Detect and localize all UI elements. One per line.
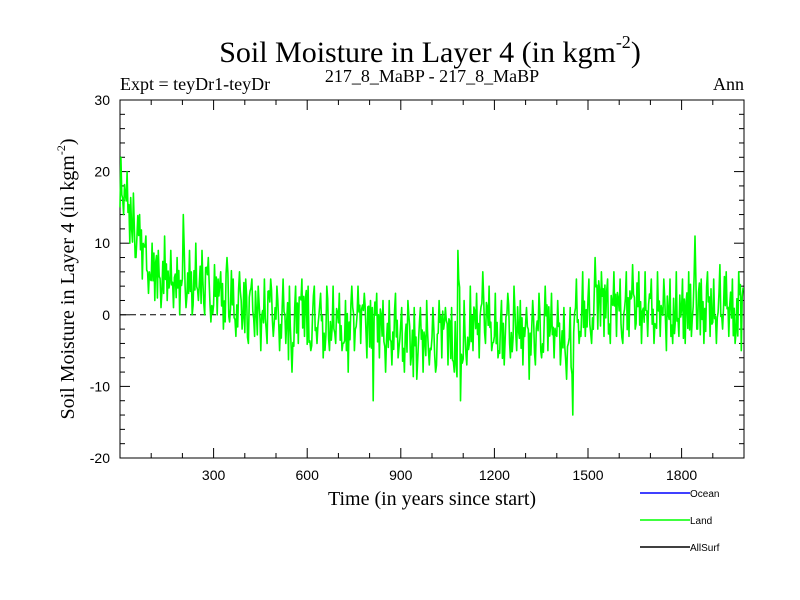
series-land xyxy=(119,156,744,416)
subtitle-right: Ann xyxy=(713,74,744,94)
x-tick-label: 1500 xyxy=(572,467,603,483)
subtitle-left: Expt = teyDr1-teyDr xyxy=(120,74,270,94)
y-tick-label: -20 xyxy=(90,450,110,466)
x-axis-ticks xyxy=(150,100,714,458)
x-tick-label: 1200 xyxy=(479,467,510,483)
x-tick-label: 900 xyxy=(389,467,413,483)
legend: Ocean Land AllSurf xyxy=(640,489,720,554)
x-tick-label: 600 xyxy=(296,467,320,483)
y-tick-label: 30 xyxy=(94,92,110,108)
x-tick-label: 1800 xyxy=(666,467,697,483)
legend-label-allsurf: AllSurf xyxy=(690,543,720,554)
y-tick-label: -10 xyxy=(90,378,110,394)
legend-label-land: Land xyxy=(690,516,712,527)
y-axis-ticks xyxy=(120,99,744,459)
x-tick-label: 300 xyxy=(202,467,226,483)
x-axis-label: Time (in years since start) xyxy=(328,488,536,510)
subtitle-center: 217_8_MaBP - 217_8_MaBP xyxy=(325,66,539,86)
legend-label-ocean: Ocean xyxy=(690,489,719,500)
y-tick-label: 10 xyxy=(94,235,110,251)
y-tick-label: 0 xyxy=(102,307,110,323)
y-axis-label: Soil Moisture in Layer 4 (in kgm-2) xyxy=(54,138,79,419)
y-axis-tick-labels: -20 -10 0 10 20 30 xyxy=(90,92,110,466)
land-series-line xyxy=(119,156,744,416)
x-axis-tick-labels: 300 600 900 1200 1500 1800 xyxy=(202,467,697,483)
y-tick-label: 20 xyxy=(94,164,110,180)
chart-title: Soil Moisture in Layer 4 (in kgm-2) xyxy=(219,32,641,69)
